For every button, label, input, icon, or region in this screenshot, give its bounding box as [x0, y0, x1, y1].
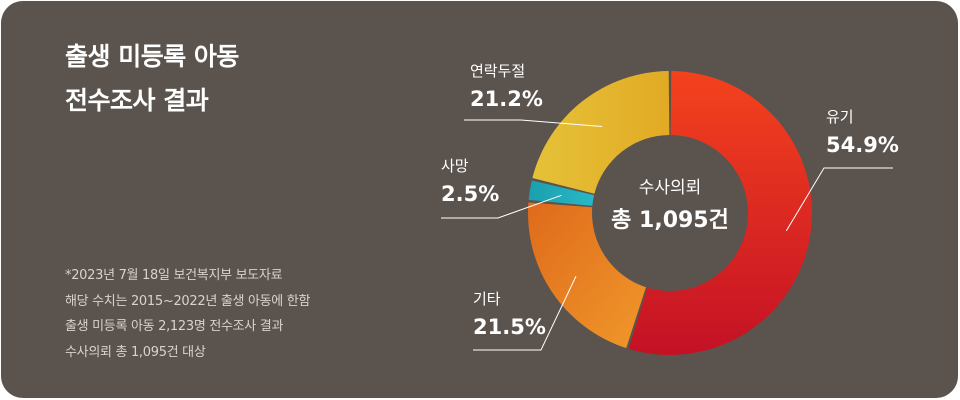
note-line: 출생 미등록 아동 2,123명 전수조사 결과: [65, 319, 284, 334]
title-line-1: 출생 미등록 아동: [65, 42, 239, 71]
slice-label-사망: 사망: [441, 157, 469, 175]
slice-사망: [528, 180, 595, 206]
slice-기타: [528, 202, 646, 349]
slice-label-기타: 기타: [473, 290, 501, 308]
source-notes: *2023년 7월 18일 보건복지부 보도자료 해당 수치는 2015~202…: [65, 263, 310, 365]
slice-label-연락두절: 연락두절: [470, 62, 525, 80]
slice-value-기타: 21.5%: [473, 315, 546, 339]
note-line: *2023년 7월 18일 보건복지부 보도자료: [65, 268, 283, 283]
leader-line-사망: [441, 194, 562, 219]
leader-line-연락두절: [464, 119, 603, 127]
slice-유기: [628, 71, 813, 356]
note-line: 수사의뢰 총 1,095건 대상: [65, 344, 206, 360]
center-caption: 수사의뢰: [639, 178, 702, 198]
slice-value-유기: 54.9%: [826, 133, 899, 157]
leader-line-유기: [785, 167, 893, 232]
center-total: 총 1,095건: [611, 208, 729, 233]
note-line: 해당 수치는 2015~2022년 출생 아동에 한함: [65, 293, 311, 309]
slice-value-연락두절: 21.2%: [470, 87, 543, 111]
title-line-2: 전수조사 결과: [65, 86, 209, 115]
chart-title: 출생 미등록 아동 전수조사 결과: [65, 35, 239, 123]
slice-value-사망: 2.5%: [441, 182, 499, 206]
slice-label-유기: 유기: [826, 108, 854, 126]
leader-line-기타: [473, 275, 577, 351]
slice-연락두절: [532, 71, 670, 194]
